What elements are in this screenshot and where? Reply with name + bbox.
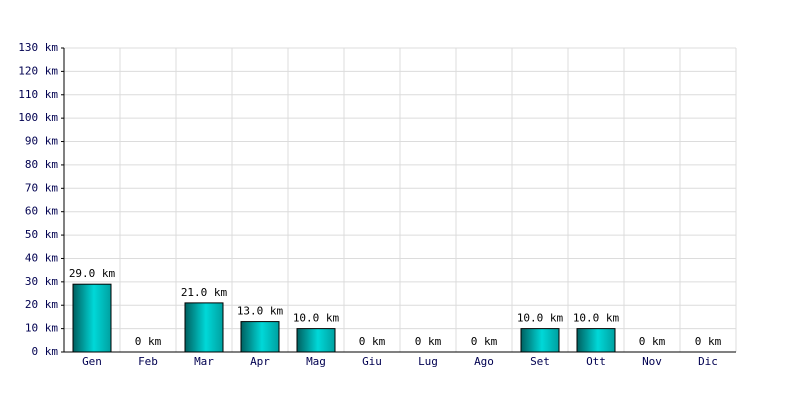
y-tick-label: 100 km	[18, 111, 58, 124]
value-label: 0 km	[471, 335, 498, 348]
value-label: 29.0 km	[69, 267, 116, 280]
bar	[296, 328, 336, 353]
value-label: 10.0 km	[293, 312, 340, 325]
x-tick-label: Apr	[250, 355, 270, 368]
bar	[72, 283, 112, 353]
value-label: 0 km	[695, 335, 722, 348]
y-tick-label: 50 km	[25, 228, 58, 241]
x-tick-label: Ott	[586, 355, 606, 368]
value-label: 10.0 km	[517, 312, 564, 325]
value-label: 21.0 km	[181, 286, 228, 299]
x-tick-label: Giu	[362, 355, 382, 368]
y-tick-label: 60 km	[25, 205, 58, 218]
bar	[240, 321, 280, 353]
y-tick-label: 0 km	[32, 345, 59, 358]
bar	[184, 302, 224, 353]
x-tick-label: Feb	[138, 355, 158, 368]
y-tick-label: 30 km	[25, 275, 58, 288]
x-tick-label: Gen	[82, 355, 102, 368]
value-label: 10.0 km	[573, 312, 620, 325]
x-tick-label: Ago	[474, 355, 494, 368]
y-tick-label: 110 km	[18, 88, 58, 101]
x-tick-label: Mar	[194, 355, 214, 368]
value-label: 0 km	[639, 335, 666, 348]
x-tick-label: Set	[530, 355, 550, 368]
value-label: 0 km	[415, 335, 442, 348]
bar	[520, 328, 560, 353]
bar	[576, 328, 616, 353]
y-tick-label: 70 km	[25, 181, 58, 194]
value-label: 13.0 km	[237, 305, 284, 318]
y-tick-label: 90 km	[25, 135, 58, 148]
y-tick-label: 80 km	[25, 158, 58, 171]
x-tick-label: Mag	[306, 355, 326, 368]
y-tick-label: 20 km	[25, 298, 58, 311]
x-tick-label: Lug	[418, 355, 438, 368]
y-tick-label: 10 km	[25, 322, 58, 335]
y-tick-label: 130 km	[18, 41, 58, 54]
y-tick-label: 40 km	[25, 251, 58, 264]
value-label: 0 km	[359, 335, 386, 348]
value-label: 0 km	[135, 335, 162, 348]
y-tick-label: 120 km	[18, 64, 58, 77]
x-tick-label: Nov	[642, 355, 662, 368]
x-tick-label: Dic	[698, 355, 718, 368]
